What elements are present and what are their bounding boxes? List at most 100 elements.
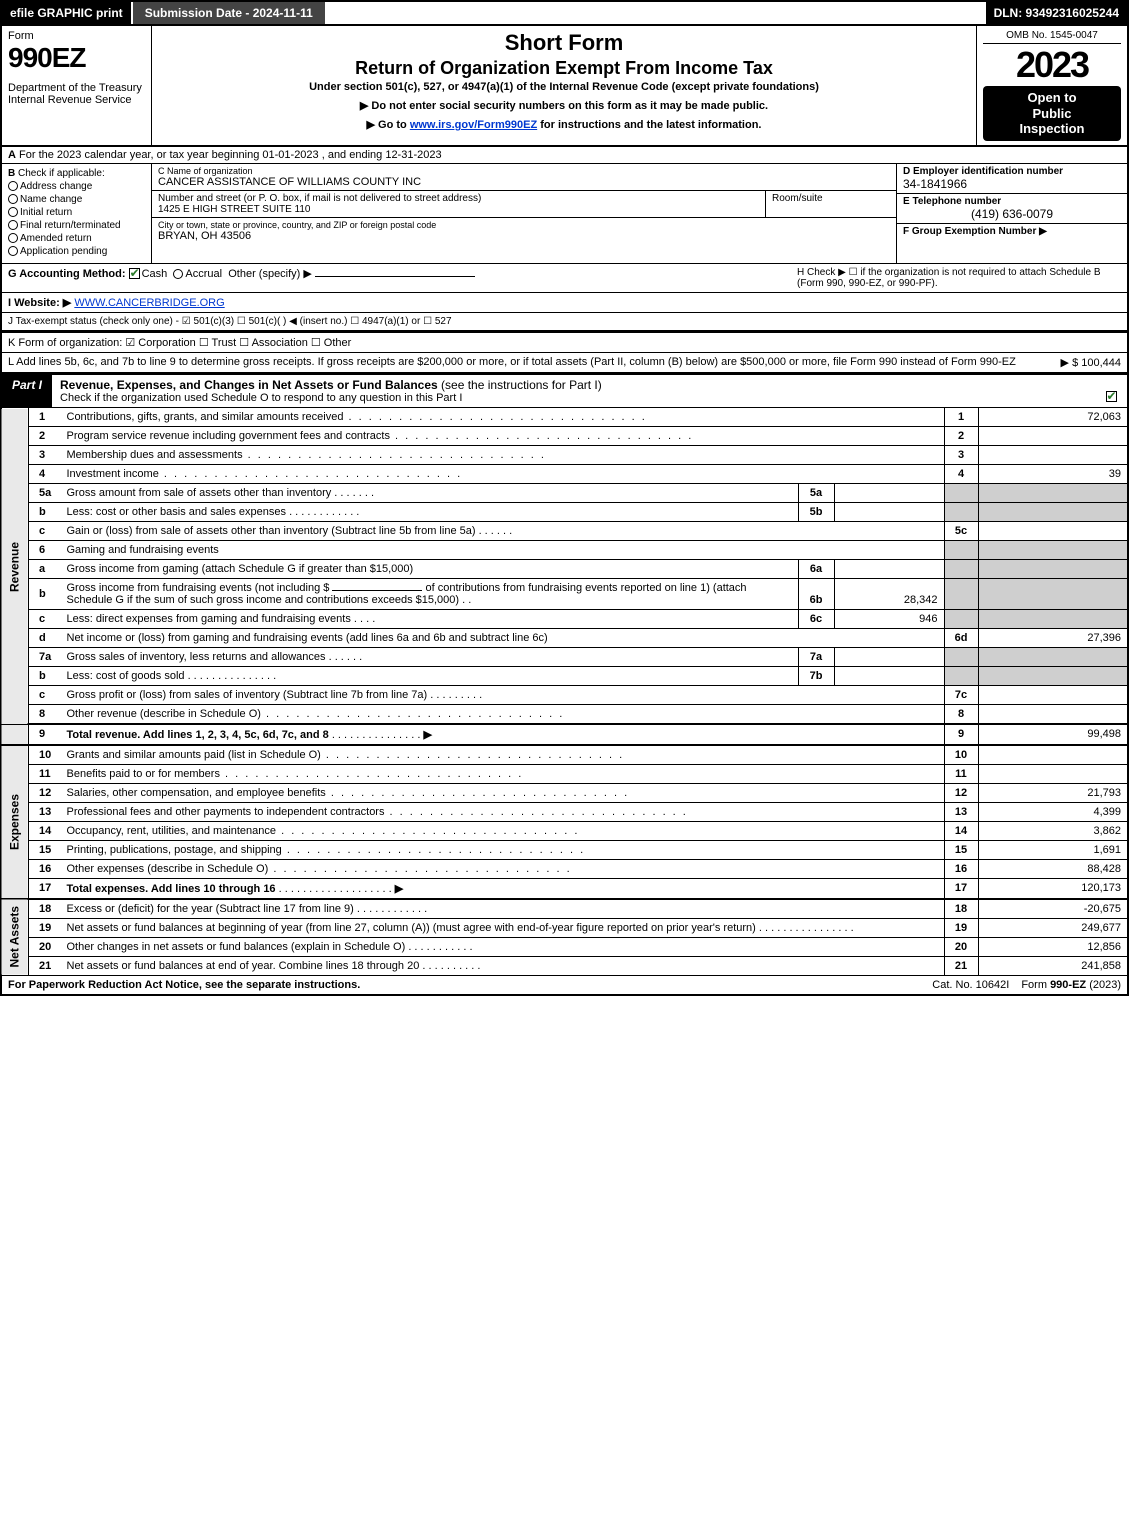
amt-6b-shade	[978, 578, 1128, 609]
box-10: 10	[944, 745, 978, 765]
ln-19: 19	[29, 918, 61, 937]
chk-accrual[interactable]	[173, 269, 183, 279]
sb-7a: 7a	[798, 647, 834, 666]
box-18: 18	[944, 899, 978, 919]
ln-6: 6	[29, 540, 61, 559]
chk-name-change[interactable]: Name change	[8, 194, 145, 205]
part-1-sub: Check if the organization used Schedule …	[60, 392, 1089, 404]
part-1-header: Part I Revenue, Expenses, and Changes in…	[0, 373, 1129, 408]
sv-7b	[834, 666, 944, 685]
amt-13: 4,399	[978, 802, 1128, 821]
line-20: 20 Other changes in net assets or fund b…	[1, 937, 1128, 956]
sb-6a: 6a	[798, 559, 834, 578]
desc-10: Grants and similar amounts paid (list in…	[61, 745, 945, 765]
chk-application-pending[interactable]: Application pending	[8, 246, 145, 257]
footer-center: Cat. No. 10642I	[926, 976, 1015, 994]
room-label: Room/suite	[772, 193, 890, 204]
efile-print-label[interactable]: efile GRAPHIC print	[2, 2, 131, 24]
telephone-cell: E Telephone number (419) 636-0079	[897, 194, 1127, 224]
line-5a: 5a Gross amount from sale of assets othe…	[1, 483, 1128, 502]
line-21: 21 Net assets or fund balances at end of…	[1, 956, 1128, 975]
box-20: 20	[944, 937, 978, 956]
top-bar: efile GRAPHIC print Submission Date - 20…	[0, 0, 1129, 26]
row-g: G Accounting Method: Cash Accrual Other …	[8, 267, 791, 280]
box-7a-shade	[944, 647, 978, 666]
desc-2: Program service revenue including govern…	[61, 426, 945, 445]
desc-6b: Gross income from fundraising events (no…	[61, 578, 799, 609]
revenue-side-label: Revenue	[1, 408, 29, 724]
amt-5c	[978, 521, 1128, 540]
netassets-side-label: Net Assets	[1, 899, 29, 976]
box-7c: 7c	[944, 685, 978, 704]
line-8: 8 Other revenue (describe in Schedule O)…	[1, 704, 1128, 724]
line-17: 17 Total expenses. Add lines 10 through …	[1, 878, 1128, 899]
desc-13: Professional fees and other payments to …	[61, 802, 945, 821]
amt-7b-shade	[978, 666, 1128, 685]
open-to-public-inspection: Open to Public Inspection	[983, 86, 1121, 141]
ein-value: 34-1841966	[903, 177, 1121, 191]
desc-7a: Gross sales of inventory, less returns a…	[61, 647, 799, 666]
row-i: I Website: ▶ WWW.CANCERBRIDGE.ORG	[0, 293, 1129, 313]
ln-21: 21	[29, 956, 61, 975]
amt-6-shade	[978, 540, 1128, 559]
amt-12: 21,793	[978, 783, 1128, 802]
row-k: K Form of organization: ☑ Corporation ☐ …	[0, 331, 1129, 353]
box-d-e-f: D Employer identification number 34-1841…	[897, 164, 1127, 263]
schedule-o-check[interactable]	[1106, 391, 1117, 402]
box-b-title: Check if applicable:	[18, 168, 105, 179]
ln-4: 4	[29, 464, 61, 483]
org-name-cell: C Name of organization CANCER ASSISTANCE…	[152, 164, 896, 191]
box-12: 12	[944, 783, 978, 802]
chk-initial-return[interactable]: Initial return	[8, 207, 145, 218]
sv-6c: 946	[834, 609, 944, 628]
ein-label: D Employer identification number	[903, 166, 1121, 177]
box-5c: 5c	[944, 521, 978, 540]
city-label: City or town, state or province, country…	[158, 220, 890, 230]
ln-7b: b	[29, 666, 61, 685]
ln-5b: b	[29, 502, 61, 521]
header-right-block: OMB No. 1545-0047 2023 Open to Public In…	[977, 26, 1127, 145]
box-6b-shade	[944, 578, 978, 609]
group-exemption-cell: F Group Exemption Number ▶	[897, 224, 1127, 239]
line-6a: a Gross income from gaming (attach Sched…	[1, 559, 1128, 578]
ln-15: 15	[29, 840, 61, 859]
box-7b-shade	[944, 666, 978, 685]
return-title: Return of Organization Exempt From Incom…	[160, 58, 968, 79]
box-b-letter: B	[8, 168, 15, 179]
org-name-value: CANCER ASSISTANCE OF WILLIAMS COUNTY INC	[158, 176, 890, 188]
box-5b-shade	[944, 502, 978, 521]
row-g-h: G Accounting Method: Cash Accrual Other …	[0, 264, 1129, 293]
desc-15: Printing, publications, postage, and shi…	[61, 840, 945, 859]
box-c: C Name of organization CANCER ASSISTANCE…	[152, 164, 897, 263]
desc-21: Net assets or fund balances at end of ye…	[61, 956, 945, 975]
amt-11	[978, 764, 1128, 783]
chk-address-change[interactable]: Address change	[8, 181, 145, 192]
box-21: 21	[944, 956, 978, 975]
amt-16: 88,428	[978, 859, 1128, 878]
ln-7a: 7a	[29, 647, 61, 666]
line-14: 14 Occupancy, rent, utilities, and maint…	[1, 821, 1128, 840]
amt-1: 72,063	[978, 408, 1128, 427]
amt-7a-shade	[978, 647, 1128, 666]
line-6: 6 Gaming and fundraising events	[1, 540, 1128, 559]
sb-5b: 5b	[798, 502, 834, 521]
form-header: Form 990EZ Department of the Treasury In…	[0, 26, 1129, 147]
irs-link[interactable]: www.irs.gov/Form990EZ	[410, 119, 537, 131]
omb-number: OMB No. 1545-0047	[983, 30, 1121, 44]
topbar-spacer	[325, 2, 986, 24]
website-link[interactable]: WWW.CANCERBRIDGE.ORG	[74, 297, 224, 309]
chk-cash[interactable]	[129, 268, 140, 279]
ln-6c: c	[29, 609, 61, 628]
line-3: 3 Membership dues and assessments 3	[1, 445, 1128, 464]
chk-amended-return[interactable]: Amended return	[8, 233, 145, 244]
group-exemption-label: F Group Exemption Number ▶	[903, 226, 1121, 237]
ln-14: 14	[29, 821, 61, 840]
chk-final-return[interactable]: Final return/terminated	[8, 220, 145, 231]
line-5c: c Gain or (loss) from sale of assets oth…	[1, 521, 1128, 540]
desc-1: Contributions, gifts, grants, and simila…	[61, 408, 945, 427]
sv-7a	[834, 647, 944, 666]
ln-20: 20	[29, 937, 61, 956]
form-number: 990EZ	[8, 42, 145, 74]
other-specify-line[interactable]	[315, 276, 475, 277]
desc-6a: Gross income from gaming (attach Schedul…	[61, 559, 799, 578]
